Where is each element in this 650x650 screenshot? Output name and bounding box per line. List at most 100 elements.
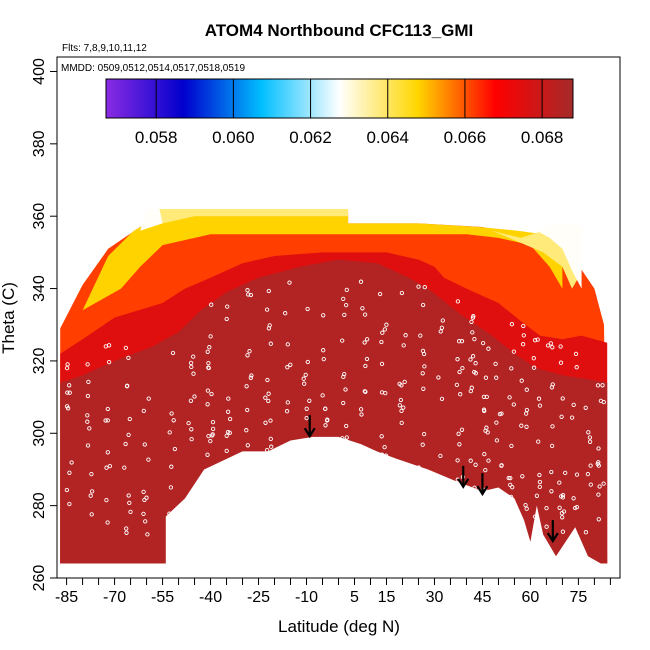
- sample-point: [266, 326, 272, 331]
- sample-point: [188, 360, 194, 366]
- sample-point: [282, 507, 287, 512]
- sample-point: [596, 446, 601, 451]
- sample-point: [245, 443, 250, 448]
- sample-point: [548, 341, 554, 346]
- x-axis-label: Latitude (deg N): [278, 617, 400, 636]
- sample-point: [520, 527, 525, 533]
- sample-point: [363, 529, 368, 534]
- sample-point: [265, 377, 270, 383]
- sample-point: [521, 333, 526, 338]
- sample-point: [128, 509, 133, 515]
- sample-point: [438, 453, 443, 459]
- sample-point: [468, 357, 473, 362]
- x-tick-label: -40: [199, 589, 222, 606]
- sample-point: [303, 506, 309, 511]
- sample-point: [587, 439, 593, 444]
- sample-point: [85, 362, 90, 367]
- sample-point: [303, 503, 308, 509]
- sample-point: [265, 519, 270, 524]
- sample-point: [486, 346, 491, 351]
- sample-point: [456, 339, 462, 344]
- sample-point: [244, 384, 249, 389]
- sample-point: [172, 512, 177, 518]
- sample-point: [320, 393, 325, 398]
- sample-point: [67, 383, 72, 388]
- sample-point: [360, 502, 365, 507]
- sample-point: [302, 529, 308, 534]
- sample-point: [469, 526, 475, 531]
- field-band-light-blue: [536, 223, 582, 289]
- sample-point: [105, 520, 110, 525]
- sample-point: [358, 407, 364, 412]
- sample-point: [379, 390, 385, 395]
- sample-point: [284, 409, 290, 414]
- y-tick-label: 400: [31, 58, 48, 85]
- sample-point: [104, 497, 109, 503]
- sample-point: [191, 501, 197, 507]
- sample-point: [421, 483, 426, 488]
- sample-point: [126, 355, 131, 361]
- sample-point: [401, 405, 406, 410]
- sample-point: [67, 501, 72, 507]
- sample-point: [508, 475, 513, 481]
- sample-point: [573, 351, 579, 357]
- sample-point: [359, 412, 364, 417]
- sample-point: [210, 426, 216, 432]
- sample-point: [307, 398, 312, 403]
- sample-point: [436, 531, 442, 536]
- field-band-cream: [153, 209, 349, 224]
- sample-point: [417, 515, 422, 520]
- sample-point: [494, 420, 499, 425]
- sample-point: [472, 336, 477, 342]
- sample-point: [383, 453, 389, 458]
- sample-point: [65, 362, 70, 367]
- sample-point: [287, 531, 292, 536]
- sample-point: [362, 312, 368, 317]
- sample-point: [141, 408, 146, 414]
- sample-point: [537, 472, 542, 478]
- x-tick-label: -25: [247, 589, 270, 606]
- sample-point: [510, 485, 515, 490]
- sample-point: [360, 486, 365, 491]
- sample-point: [87, 426, 92, 431]
- sample-point: [533, 529, 538, 534]
- sample-point: [304, 406, 309, 411]
- colorbar-tick-label: 0.068: [521, 128, 564, 147]
- sample-point: [172, 446, 178, 452]
- x-tick-label: 5: [350, 589, 359, 606]
- sample-point: [208, 481, 213, 487]
- sample-point: [325, 468, 330, 474]
- sample-point: [344, 471, 349, 476]
- sample-point: [324, 418, 330, 423]
- sample-point: [560, 529, 566, 534]
- sample-point: [597, 484, 602, 489]
- sample-point: [210, 419, 216, 425]
- sample-point: [436, 491, 441, 497]
- sample-point: [229, 500, 234, 505]
- sample-point: [483, 428, 488, 433]
- colorbar: 0.058 0.060 0.062 0.064 0.066 0.068: [105, 78, 574, 147]
- sample-point: [107, 463, 113, 469]
- sample-point: [569, 415, 575, 420]
- sample-point: [264, 307, 270, 312]
- sample-point: [320, 460, 325, 465]
- sample-point: [596, 492, 601, 497]
- sample-point: [598, 398, 604, 404]
- field-band-cream: [492, 230, 579, 289]
- sample-point: [482, 451, 487, 457]
- sample-point: [458, 503, 463, 508]
- sample-point: [229, 517, 234, 522]
- arrow-head: [303, 427, 316, 439]
- sample-point: [571, 496, 576, 501]
- y-tick-label: 340: [31, 275, 48, 302]
- sample-point: [399, 383, 404, 388]
- sample-point: [519, 378, 524, 383]
- y-tick-label: 320: [31, 347, 48, 374]
- sample-point: [142, 497, 147, 503]
- y-tick-label: 360: [31, 203, 48, 230]
- sample-point: [123, 441, 128, 447]
- sample-point: [206, 365, 211, 371]
- sample-point: [531, 365, 537, 370]
- x-tick-label: 45: [474, 589, 492, 606]
- sample-point: [302, 381, 307, 386]
